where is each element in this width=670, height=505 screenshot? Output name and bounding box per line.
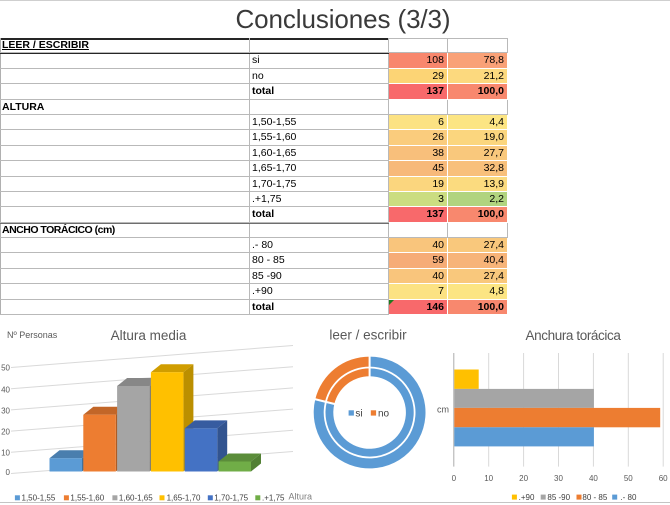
svg-text:Altura: Altura	[289, 492, 313, 502]
svg-text:80 - 85: 80 - 85	[582, 493, 607, 502]
svg-text:0: 0	[6, 468, 11, 477]
svg-text:85 -90: 85 -90	[547, 493, 570, 502]
svg-text:si: si	[355, 409, 362, 420]
svg-text:no: no	[378, 409, 390, 420]
svg-text:60: 60	[659, 474, 668, 483]
svg-text:10: 10	[1, 449, 10, 458]
svg-text:30: 30	[1, 407, 10, 416]
svg-text:20: 20	[519, 474, 528, 483]
svg-text:1,65-1,70: 1,65-1,70	[167, 493, 201, 502]
svg-text:0: 0	[452, 474, 457, 483]
svg-text:.+1,75: .+1,75	[262, 493, 285, 502]
svg-text:40: 40	[1, 386, 10, 395]
svg-text:1,55-1,60: 1,55-1,60	[70, 493, 104, 502]
svg-text:50: 50	[1, 364, 10, 373]
svg-text:50: 50	[624, 474, 633, 483]
svg-text:40: 40	[589, 474, 598, 483]
svg-text:20: 20	[1, 428, 10, 437]
svg-text:30: 30	[554, 474, 563, 483]
svg-text:cm: cm	[437, 405, 449, 415]
svg-text:.- 80: .- 80	[620, 493, 637, 502]
svg-text:10: 10	[484, 474, 493, 483]
svg-text:.+90: .+90	[519, 493, 535, 502]
svg-text:leer / escribir: leer / escribir	[329, 328, 407, 343]
svg-text:1,70-1,75: 1,70-1,75	[214, 493, 248, 502]
svg-text:1,60-1,65: 1,60-1,65	[119, 493, 153, 502]
svg-text:Altura media: Altura media	[111, 328, 187, 343]
svg-text:1,50-1,55: 1,50-1,55	[22, 493, 56, 502]
svg-text:Anchura torácica: Anchura torácica	[526, 328, 622, 343]
svg-text:Nº Personas: Nº Personas	[7, 330, 58, 340]
